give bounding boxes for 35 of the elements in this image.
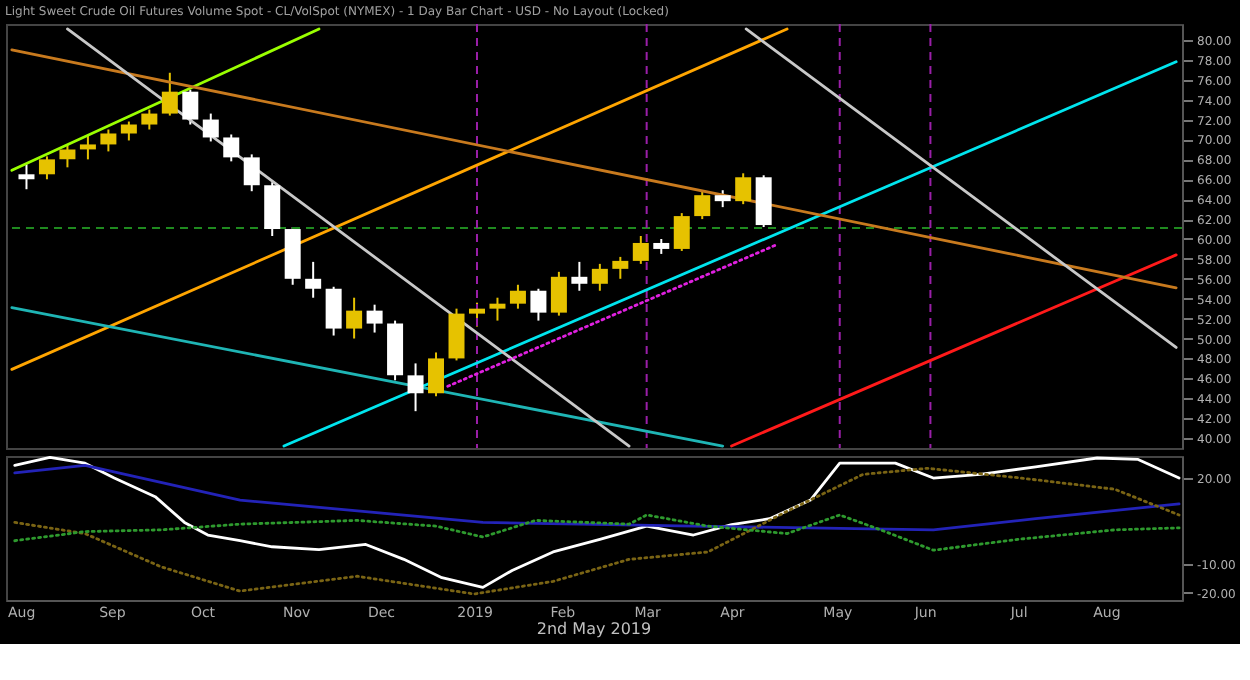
candlestick <box>346 296 363 340</box>
candlestick <box>571 260 588 292</box>
candlestick <box>366 303 383 334</box>
candlestick <box>550 270 567 317</box>
candlestick <box>673 212 690 252</box>
candlestick <box>428 351 445 398</box>
candlestick <box>530 287 547 322</box>
line-series <box>13 464 1181 532</box>
candlestick <box>264 181 281 237</box>
candlestick <box>694 190 711 221</box>
candlestick <box>591 262 608 292</box>
candlestick <box>79 134 96 161</box>
candlestick <box>305 260 322 299</box>
candlestick <box>632 235 649 265</box>
candlestick <box>182 88 199 126</box>
candlestick <box>38 155 55 181</box>
candlestick <box>735 172 752 206</box>
candlestick <box>612 255 629 280</box>
candlestick <box>100 128 117 153</box>
candlestick <box>448 307 465 362</box>
line-series <box>13 513 1181 552</box>
candlestick <box>59 143 76 169</box>
candlestick <box>120 120 137 142</box>
candlestick <box>141 108 158 131</box>
candlestick <box>509 283 526 310</box>
candlestick <box>407 362 424 413</box>
candlestick <box>223 133 240 163</box>
candlestick <box>161 71 178 117</box>
candlestick <box>243 153 260 193</box>
candlestick <box>18 163 35 191</box>
candlestick <box>755 174 772 229</box>
text: 2nd May 2019 <box>536 620 652 638</box>
candlestick <box>202 112 219 143</box>
candlestick <box>325 285 342 337</box>
candlestick <box>489 296 506 322</box>
